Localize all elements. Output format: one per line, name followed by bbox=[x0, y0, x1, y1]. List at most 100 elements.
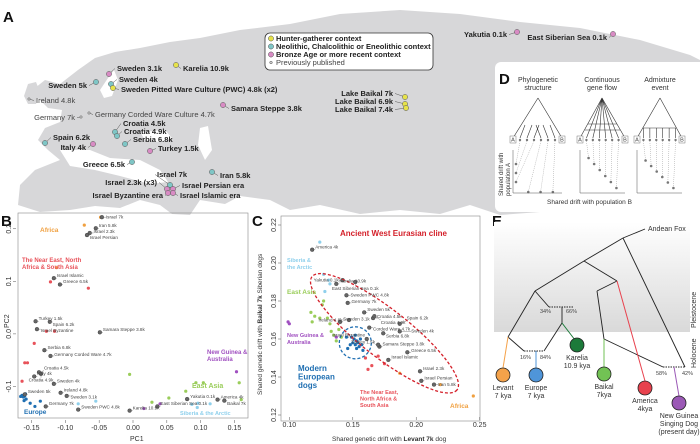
leaf-dot bbox=[525, 138, 529, 142]
panel-e-label: E bbox=[492, 213, 502, 230]
panel-d-label: D bbox=[499, 71, 510, 88]
modern-dog-point bbox=[142, 406, 146, 411]
b-plot-frame bbox=[17, 212, 249, 419]
leaf-b-box bbox=[621, 135, 629, 144]
site-label: Spain 6.2k bbox=[53, 133, 91, 142]
site-marker bbox=[209, 169, 215, 175]
ancient-dog-label: Yakutia 0.1k bbox=[190, 394, 216, 399]
drift-point bbox=[672, 186, 675, 190]
tip-age: (present day) bbox=[658, 429, 699, 436]
projection-line bbox=[667, 140, 670, 183]
site-marker bbox=[129, 159, 135, 165]
modern-dog-point bbox=[325, 316, 330, 320]
tip-name: Levant bbox=[492, 385, 513, 392]
ancient-dog-label: Italy 4k bbox=[37, 371, 52, 376]
cline-ellipse bbox=[309, 272, 460, 394]
leaf-b-box bbox=[678, 135, 686, 144]
modern-dog-point bbox=[195, 405, 199, 410]
site-label: Iran 5.8k bbox=[220, 171, 251, 180]
x-tick-label: 0.05 bbox=[160, 425, 174, 432]
model-title: Continuous bbox=[584, 77, 620, 84]
ancient-dog-label: America 4k bbox=[221, 394, 245, 399]
admix-66: 66% bbox=[566, 309, 577, 315]
site-marker bbox=[122, 141, 128, 147]
modern-dog-point bbox=[363, 356, 368, 360]
modern-dog-point bbox=[76, 402, 80, 406]
gene-flow-bars bbox=[585, 123, 620, 131]
america-branch bbox=[616, 280, 646, 382]
site-label: Sweden 5k bbox=[48, 81, 88, 90]
modern-dog-point bbox=[237, 381, 241, 385]
modern-dog-point bbox=[322, 299, 326, 303]
group-label: East Asia bbox=[287, 289, 316, 296]
mini-axes bbox=[512, 150, 562, 194]
tree-branch bbox=[549, 124, 556, 139]
site-marker bbox=[165, 190, 171, 196]
leaf-a-box bbox=[509, 135, 517, 144]
tree-branch bbox=[519, 124, 526, 139]
tip-node-new-guinea bbox=[671, 395, 687, 411]
legend-label: Previously published bbox=[276, 58, 345, 67]
group-label: Africa bbox=[450, 403, 469, 410]
ancient-dog-label: Israel Byzantine bbox=[332, 333, 365, 338]
projection-line bbox=[515, 140, 535, 183]
legend-label: Neolithic, Chalcolithic or Eneolithic co… bbox=[276, 42, 431, 51]
site-label: Croatia 4.5k bbox=[123, 119, 166, 128]
site-label: Ireland 4.8k bbox=[36, 96, 75, 105]
leaf-a-box bbox=[633, 135, 641, 144]
tip-age: 10.9 kya bbox=[564, 363, 591, 370]
d-xlabel: Shared drift with population B bbox=[547, 199, 632, 206]
ancient-dog-label: Israel Persian bbox=[90, 235, 119, 240]
panel-e-tree: E Pleistocene Holocene Andean Fox 34% 66… bbox=[492, 213, 700, 436]
modern-dog-point bbox=[20, 379, 24, 383]
ancient-dog-label: Serbia 6.8k bbox=[47, 345, 71, 350]
ancient-dog-label: Germany Corded Ware 4.7k bbox=[54, 352, 112, 357]
tip-node-baikal bbox=[596, 366, 612, 382]
modern-dog-point bbox=[234, 370, 239, 374]
y-tick-label: 0.14 bbox=[271, 370, 278, 384]
site-marker bbox=[220, 102, 226, 108]
site-marker bbox=[90, 141, 96, 147]
site-label: Sweden Pitted Ware Culture (PWC) 4.8k (x… bbox=[121, 85, 278, 94]
ancient-dog-label: Croatia 4.9k bbox=[381, 320, 406, 325]
modern-dog-point bbox=[351, 341, 355, 345]
group-label: Europe bbox=[24, 409, 47, 416]
tree-branch bbox=[601, 97, 619, 139]
ancient-dog-label: Karelia 10.9k bbox=[339, 279, 367, 284]
drift-point bbox=[644, 159, 647, 162]
modern-dog-point bbox=[323, 289, 327, 294]
model-tree bbox=[512, 97, 563, 139]
ancient-dog-label: Sweden 4k bbox=[411, 329, 434, 334]
group-label: Africa bbox=[40, 227, 59, 234]
y-tick-label: -0.1 bbox=[6, 380, 13, 392]
site-label: Croatia 4.9k bbox=[124, 127, 167, 136]
drift-point bbox=[514, 180, 518, 184]
leaf-dot bbox=[604, 138, 607, 142]
drift-point bbox=[649, 164, 653, 168]
site-marker bbox=[610, 31, 616, 37]
leaf-dot bbox=[518, 138, 522, 142]
x-tick-label: 0.00 bbox=[126, 425, 140, 432]
x-tick-label: 0.25 bbox=[473, 422, 487, 429]
leaf-dot bbox=[591, 138, 595, 142]
site-label: Israel Islamic era bbox=[180, 191, 241, 200]
projection-line bbox=[552, 140, 556, 193]
d-ylabel-1: Shared drift with bbox=[499, 153, 505, 196]
drift-point bbox=[551, 190, 555, 194]
tree-branch bbox=[601, 97, 607, 139]
site-label: Serbia 6.8k bbox=[133, 135, 173, 144]
ancient-dog-label: Yakutia 0.1k bbox=[314, 277, 340, 282]
modern-dog-point bbox=[239, 398, 243, 402]
modern-dog-point bbox=[327, 278, 331, 282]
site-label: Turkey 1.5k bbox=[158, 144, 200, 153]
modern-dog-point bbox=[23, 361, 27, 365]
modern-dog-point bbox=[361, 348, 365, 352]
modern-dog-point bbox=[208, 402, 212, 406]
ancient-dog-label: Iran 5.8k bbox=[99, 223, 118, 228]
ancient-dog-label: Serbia 6.8k bbox=[386, 333, 410, 338]
ancient-dog-label: Corded Ware 4.7k bbox=[373, 326, 411, 331]
ancient-dog-label: Iran 5.8k bbox=[438, 382, 457, 387]
site-label: Italy 4k bbox=[61, 143, 87, 152]
modern-dog-point bbox=[19, 394, 23, 399]
